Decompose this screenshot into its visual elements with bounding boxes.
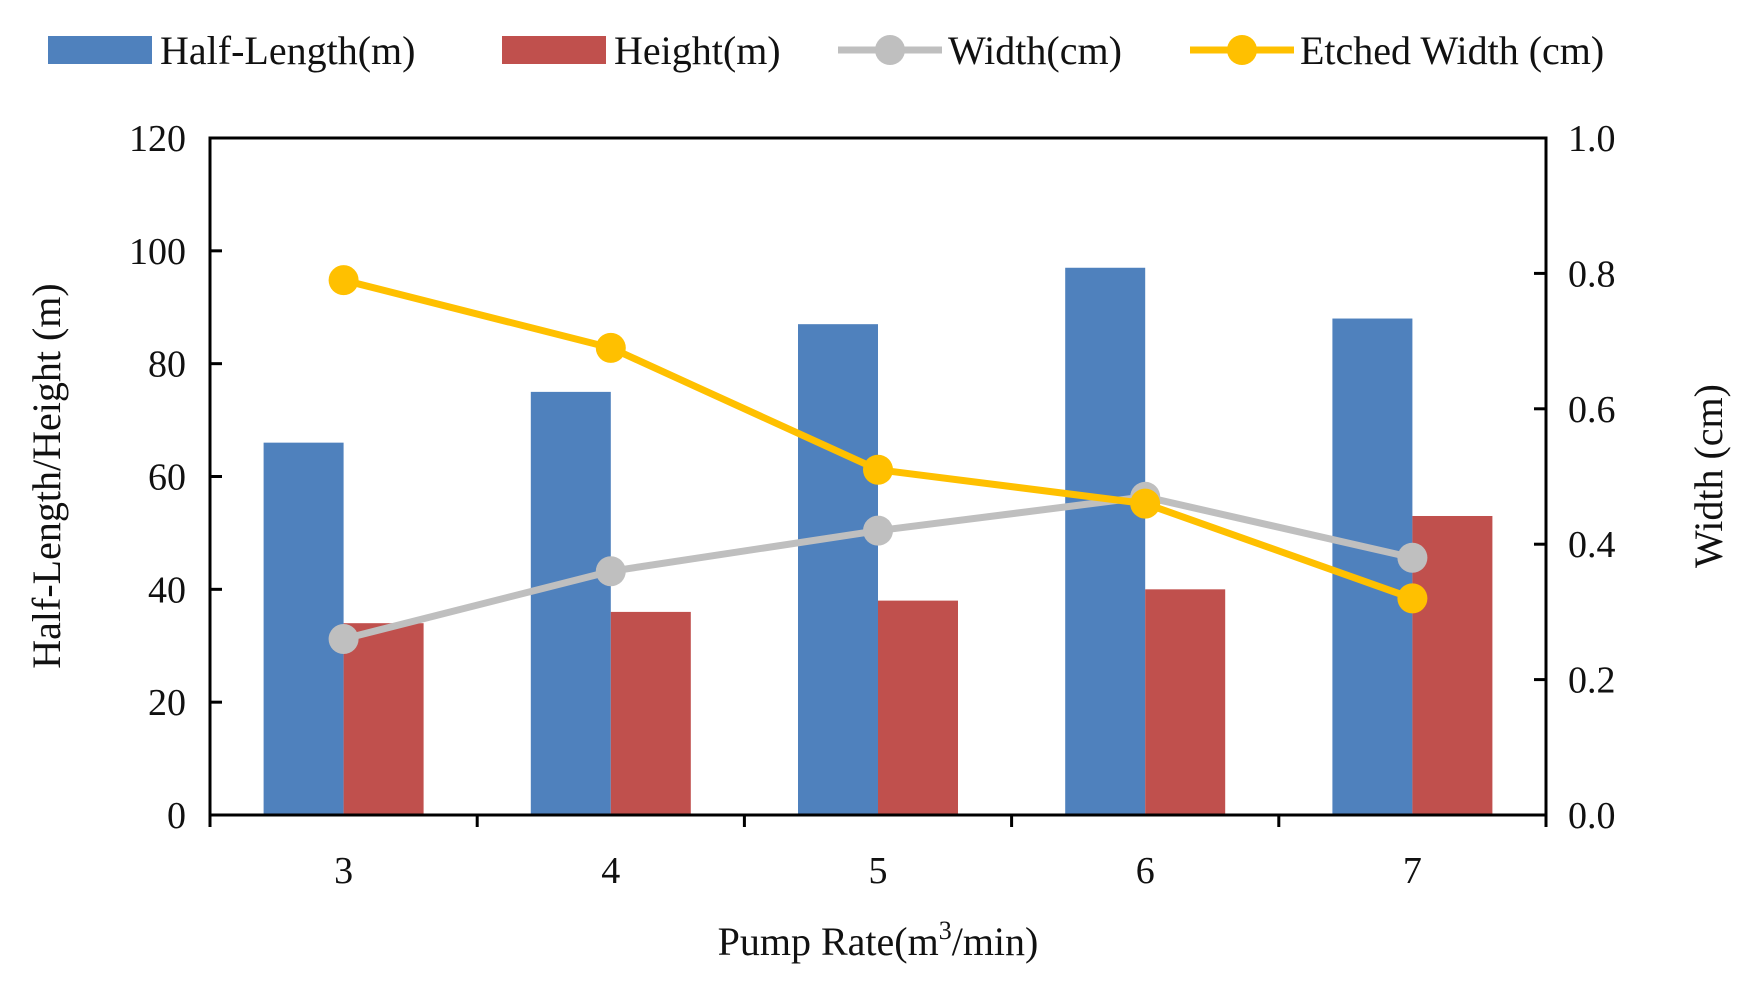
legend-label-2: Width(cm) <box>948 28 1122 73</box>
bar-0-4 <box>530 391 611 815</box>
bar-0-6 <box>1065 267 1146 816</box>
left-axis: 0 20 40 60 80 100 120 <box>129 118 222 837</box>
series-point-0-4 <box>595 556 626 587</box>
bar-1-6 <box>1145 589 1226 815</box>
legend-swatch-1 <box>502 36 606 64</box>
left-tick-label: 40 <box>148 569 186 611</box>
x-tick-label: 7 <box>1403 850 1422 892</box>
series-point-1-4 <box>595 332 626 363</box>
x-tick-label: 4 <box>601 850 620 892</box>
left-tick-label: 100 <box>129 231 186 273</box>
y-axis-title-right: Width (cm) <box>1686 384 1731 568</box>
series-point-0-3 <box>328 623 359 654</box>
right-tick-label: 0.0 <box>1568 795 1616 837</box>
legend: Half-Length(m) Height(m) Width(cm) Etched W… <box>48 28 1604 73</box>
left-tick-label: 0 <box>167 795 186 837</box>
bar-1-5 <box>878 600 958 815</box>
bar-0-3 <box>263 442 344 815</box>
series-point-1-5 <box>863 454 893 485</box>
series-point-0-5 <box>863 515 893 546</box>
x-axis: 3 4 5 6 7 <box>208 815 1548 892</box>
legend-label-1: Height(m) <box>614 28 781 73</box>
legend-label-0: Half-Length(m) <box>160 28 415 73</box>
line-layer <box>328 265 1428 654</box>
left-tick-label: 60 <box>148 457 186 499</box>
bar-1-7 <box>1412 515 1493 815</box>
x-axis-title-part: /min) <box>952 919 1039 964</box>
x-tick-label: 6 <box>1136 850 1155 892</box>
x-axis-title: Pump Rate(m3/min) <box>718 916 1039 964</box>
bar-0-5 <box>798 324 878 815</box>
right-axis: 0.0 0.2 0.4 0.6 0.8 1.0 <box>1534 118 1616 837</box>
series-point-1-6 <box>1130 488 1161 519</box>
y-axis-title-left: Half-Length/Height (m) <box>24 283 69 668</box>
left-tick-label: 120 <box>129 118 186 160</box>
right-tick-label: 0.8 <box>1568 253 1616 295</box>
right-tick-label: 1.0 <box>1568 118 1616 160</box>
series-point-1-3 <box>328 265 359 296</box>
legend-marker-2 <box>875 35 905 65</box>
bar-0-7 <box>1332 318 1413 815</box>
left-tick-label: 80 <box>148 344 186 386</box>
legend-marker-3 <box>1227 35 1257 65</box>
x-tick-label: 5 <box>869 850 888 892</box>
bar-1-4 <box>610 611 691 815</box>
bar-layer <box>263 267 1493 816</box>
bar-1-3 <box>343 623 424 815</box>
right-tick-label: 0.4 <box>1568 524 1616 566</box>
x-tick-label: 3 <box>334 850 353 892</box>
x-axis-title-part: Pump Rate(m <box>718 919 939 964</box>
left-tick-label: 20 <box>148 682 186 724</box>
legend-label-3: Etched Width (cm) <box>1300 28 1604 73</box>
series-point-0-7 <box>1397 542 1428 573</box>
series-point-1-7 <box>1397 583 1428 614</box>
right-tick-label: 0.2 <box>1568 660 1616 702</box>
right-tick-label: 0.6 <box>1568 389 1616 431</box>
x-axis-title-superscript: 3 <box>939 916 952 945</box>
legend-swatch-0 <box>48 36 152 64</box>
